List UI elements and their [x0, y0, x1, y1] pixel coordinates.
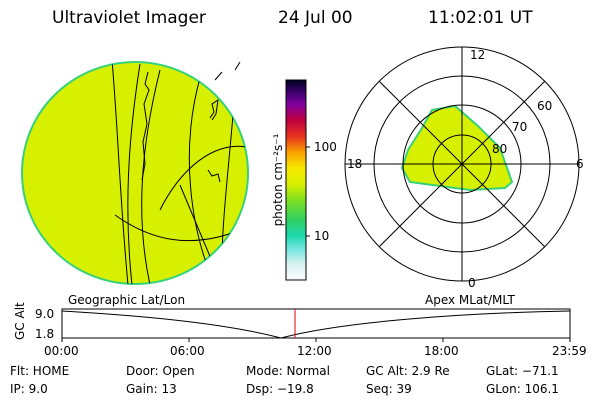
colorbar-label: photon cm⁻²s⁻¹	[271, 133, 285, 227]
colorbar-tick-label: 10	[314, 229, 330, 243]
colorbar	[285, 79, 310, 281]
auroral-oval	[400, 104, 514, 192]
altitude-ytick: 9.0	[35, 307, 55, 321]
altitude-xtick: 23:59	[552, 344, 587, 358]
time-label: 11:02:01 UT	[428, 8, 533, 28]
flight-status: Flt: HOME	[10, 364, 70, 378]
latitude-line	[114, 214, 241, 242]
altitude-ytick: 1.8	[35, 327, 55, 341]
altitude-xtick: 00:00	[44, 344, 79, 358]
coastline	[141, 71, 150, 181]
meridian-line	[111, 62, 129, 284]
mlt-label-6: 6	[576, 157, 584, 171]
geographic-map	[21, 61, 249, 285]
altitude-ylabel: GC Alt	[13, 302, 27, 340]
gc-altitude: GC Alt: 2.9 Re	[366, 364, 450, 378]
mlt-label-18: 18	[347, 157, 363, 171]
gain-value: Gain: 13	[126, 382, 177, 396]
geographic-latitude: GLat: −71.1	[486, 364, 559, 378]
geographic-longitude: GLon: 106.1	[486, 382, 559, 396]
altitude-xtick: 12:00	[297, 344, 332, 358]
altitude-plot	[61, 308, 571, 342]
right-panel-label: Apex MLat/MLT	[425, 293, 515, 307]
date-label: 24 Jul 00	[278, 8, 353, 28]
coastline	[209, 98, 219, 121]
mlt-label-12: 12	[470, 48, 486, 62]
colorbar-tick-label: 100	[314, 140, 337, 154]
mlt-label-0: 0	[468, 276, 476, 290]
meridian-line	[127, 63, 141, 284]
altitude-xtick: 06:00	[170, 344, 205, 358]
door-status: Door: Open	[126, 364, 195, 378]
lat-label-60: 60	[537, 99, 553, 113]
mlt-line	[378, 80, 546, 248]
earth-disk	[21, 61, 249, 285]
colorbar-scale	[285, 79, 307, 281]
left-panel-label: Geographic Lat/Lon	[68, 293, 186, 307]
meridian-line	[141, 69, 161, 284]
lat-label-80: 80	[492, 142, 508, 156]
coastline	[207, 169, 221, 183]
instrument-title: Ultraviolet Imager	[52, 8, 206, 28]
outer-meridian	[214, 71, 223, 81]
dsp-value: Dsp: −19.8	[246, 382, 314, 396]
mode-status: Mode: Normal	[246, 364, 330, 378]
ip-value: IP: 9.0	[10, 382, 48, 396]
altitude-curve	[61, 310, 571, 339]
sequence-number: Seq: 39	[366, 382, 412, 396]
outer-meridian	[234, 61, 241, 71]
latitude-circle	[159, 145, 248, 211]
lat-label-70: 70	[512, 120, 528, 134]
polar-plot	[344, 46, 580, 282]
altitude-xtick: 18:00	[424, 344, 459, 358]
